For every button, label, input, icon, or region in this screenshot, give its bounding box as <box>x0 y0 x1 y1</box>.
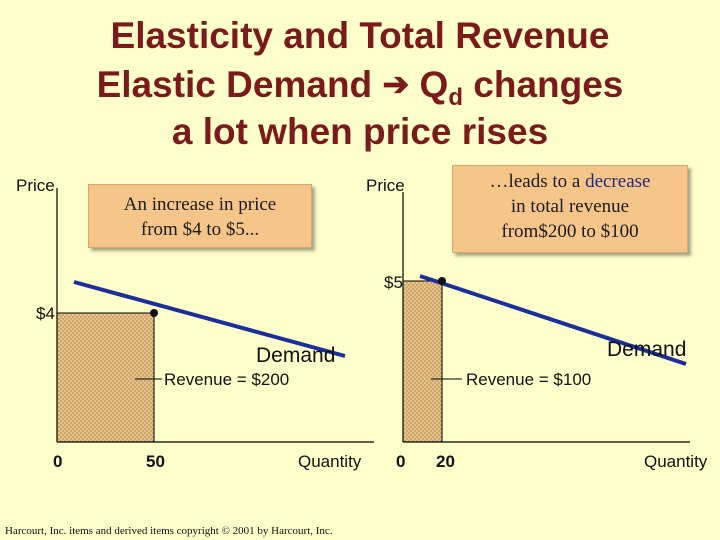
title-quantity-subscript: d <box>448 84 463 111</box>
left-equilibrium-point <box>150 309 158 317</box>
right-callout-line-1: …leads to a decrease <box>453 169 687 194</box>
copyright-notice: Harcourt, Inc. items and derived items c… <box>5 525 333 537</box>
right-callout-line-2: in total revenue <box>510 196 630 217</box>
left-revenue-area <box>56 312 155 443</box>
right-callout-highlight: decrease <box>585 171 651 192</box>
title-line-2-suffix: changes <box>473 64 624 105</box>
left-quantity-tick: 50 <box>146 452 165 471</box>
title-line-1: Elasticity and Total Revenue <box>110 15 610 56</box>
right-equilibrium-point <box>438 277 446 285</box>
right-demand-label: Demand <box>607 338 687 361</box>
right-revenue-label: Revenue = $100 <box>466 370 592 389</box>
title-line-3: a lot when price rises <box>171 111 549 152</box>
right-revenue-area <box>402 280 443 443</box>
left-callout-line-1: An increase in price <box>123 194 277 215</box>
left-price-tick: $4 <box>36 304 55 323</box>
right-arrow-icon: ➔ <box>382 66 410 102</box>
right-quantity-tick: 20 <box>436 452 455 471</box>
right-price-tick: $5 <box>384 273 403 292</box>
left-price-axis-label: Price <box>16 176 55 195</box>
right-callout-line-3: from$200 to $100 <box>501 221 639 242</box>
left-origin-label: 0 <box>53 452 63 471</box>
left-quantity-axis-label: Quantity <box>298 452 362 471</box>
title-line-2-text: Elastic Demand <box>96 64 373 105</box>
right-callout-box: …leads to a decrease in total revenue fr… <box>452 165 688 253</box>
right-demand-curve <box>419 274 687 366</box>
left-demand-curve <box>73 280 346 358</box>
right-quantity-axis-label: Quantity <box>644 452 708 471</box>
left-revenue-label: Revenue = $200 <box>164 370 290 389</box>
title-line-2: Elastic Demand ➔ Qd changes <box>0 62 720 110</box>
title-quantity-symbol: Q <box>419 64 449 105</box>
right-callout-line-1-text: …leads to a <box>489 171 581 192</box>
right-price-axis-label: Price <box>366 176 405 195</box>
right-origin-label: 0 <box>396 452 406 471</box>
left-callout-box: An increase in price from $4 to $5... <box>88 184 312 248</box>
left-demand-label: Demand <box>256 344 336 367</box>
left-callout-line-2: from $4 to $5... <box>140 219 260 240</box>
